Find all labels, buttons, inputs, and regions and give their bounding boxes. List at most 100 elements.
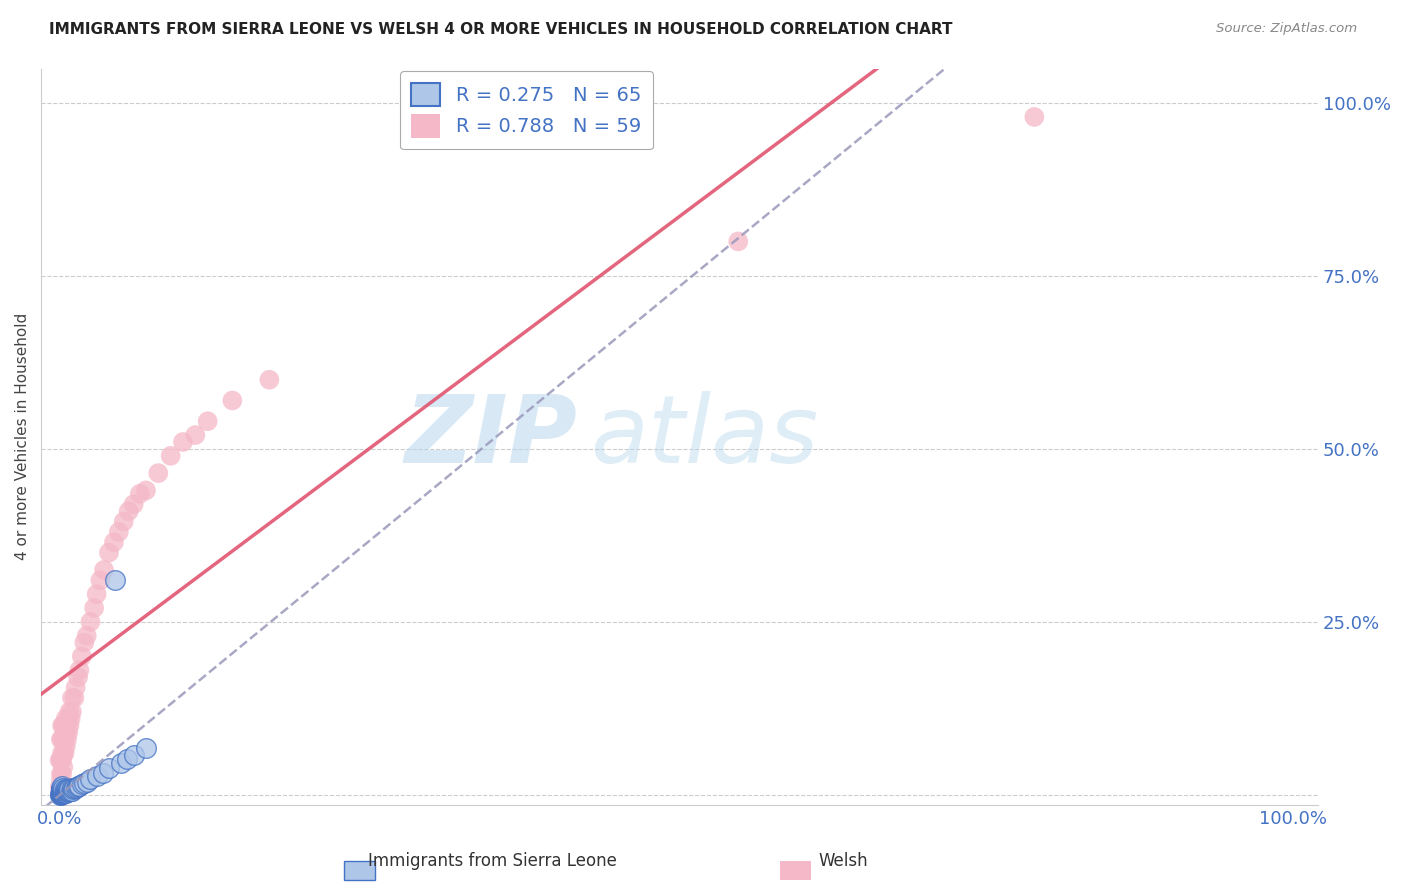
Point: [49, 784, 72, 798]
Point: [56, 783, 79, 797]
Point: [76, 629, 98, 643]
Point: [49, 782, 72, 797]
Point: [221, 393, 243, 408]
Point: [51, 753, 73, 767]
Point: [70, 777, 93, 791]
Point: [56, 732, 79, 747]
Point: [51, 782, 73, 797]
Point: [86, 769, 108, 783]
Point: [52, 785, 75, 799]
Legend: R = 0.275   N = 65, R = 0.788   N = 59: R = 0.275 N = 65, R = 0.788 N = 59: [399, 70, 654, 150]
Point: [103, 535, 125, 549]
Point: [49, 787, 72, 801]
Point: [53, 786, 76, 800]
Point: [51, 783, 73, 797]
Point: [51, 780, 73, 794]
Point: [93, 563, 115, 577]
Point: [148, 466, 170, 480]
Point: [73, 776, 96, 790]
Point: [135, 740, 157, 755]
Point: [52, 781, 75, 796]
Point: [79, 615, 101, 629]
Point: [49, 753, 72, 767]
Point: [135, 483, 157, 498]
Point: [56, 718, 79, 732]
Point: [53, 718, 76, 732]
Point: [51, 780, 73, 795]
Point: [112, 515, 135, 529]
Text: ZIP: ZIP: [405, 391, 578, 483]
Point: [259, 373, 281, 387]
Point: [65, 780, 87, 795]
Point: [52, 760, 75, 774]
Point: [60, 783, 83, 797]
Point: [56, 782, 79, 797]
Y-axis label: 4 or more Vehicles in Household: 4 or more Vehicles in Household: [15, 313, 30, 560]
Text: Source: ZipAtlas.com: Source: ZipAtlas.com: [1216, 22, 1357, 36]
Point: [91, 765, 114, 780]
Point: [53, 746, 76, 760]
Point: [58, 784, 80, 798]
Point: [98, 546, 121, 560]
Point: [49, 767, 72, 781]
Point: [49, 782, 72, 797]
Point: [49, 786, 72, 800]
Point: [51, 732, 73, 747]
Point: [104, 574, 127, 588]
Point: [62, 782, 84, 797]
Point: [98, 761, 121, 775]
Point: [49, 773, 72, 788]
Text: Welsh: Welsh: [818, 852, 869, 870]
Point: [55, 786, 77, 800]
Text: IMMIGRANTS FROM SIERRA LEONE VS WELSH 4 OR MORE VEHICLES IN HOUSEHOLD CORRELATIO: IMMIGRANTS FROM SIERRA LEONE VS WELSH 4 …: [49, 22, 953, 37]
Point: [55, 725, 77, 739]
Point: [60, 781, 83, 796]
Point: [55, 784, 77, 798]
Point: [56, 785, 79, 799]
Point: [48, 780, 70, 795]
Point: [89, 574, 111, 588]
Point: [53, 732, 76, 747]
Point: [58, 782, 80, 797]
Point: [52, 786, 75, 800]
Point: [53, 783, 76, 797]
Point: [55, 782, 77, 797]
Point: [58, 782, 80, 797]
Point: [55, 739, 77, 754]
Point: [70, 649, 93, 664]
Point: [58, 712, 80, 726]
Point: [49, 780, 72, 795]
Point: [1024, 110, 1046, 124]
Point: [184, 428, 207, 442]
Text: Immigrants from Sierra Leone: Immigrants from Sierra Leone: [367, 852, 617, 870]
Point: [48, 787, 70, 801]
Point: [49, 785, 72, 799]
Point: [49, 787, 72, 801]
Point: [727, 235, 749, 249]
Point: [73, 635, 96, 649]
Point: [118, 504, 141, 518]
Point: [86, 587, 108, 601]
Point: [53, 785, 76, 799]
Point: [60, 705, 83, 719]
Point: [66, 780, 89, 794]
Point: [128, 487, 150, 501]
Point: [55, 712, 77, 726]
Point: [52, 746, 75, 760]
Point: [51, 785, 73, 799]
Point: [58, 705, 80, 719]
Point: [51, 786, 73, 800]
Point: [79, 772, 101, 787]
Point: [49, 786, 72, 800]
Point: [172, 435, 194, 450]
Point: [60, 690, 83, 705]
Point: [58, 725, 80, 739]
Text: atlas: atlas: [591, 392, 818, 483]
Point: [52, 782, 75, 797]
Point: [59, 712, 82, 726]
Point: [122, 747, 145, 762]
Point: [110, 756, 132, 770]
Point: [52, 786, 75, 800]
Point: [108, 524, 131, 539]
Point: [67, 779, 90, 793]
